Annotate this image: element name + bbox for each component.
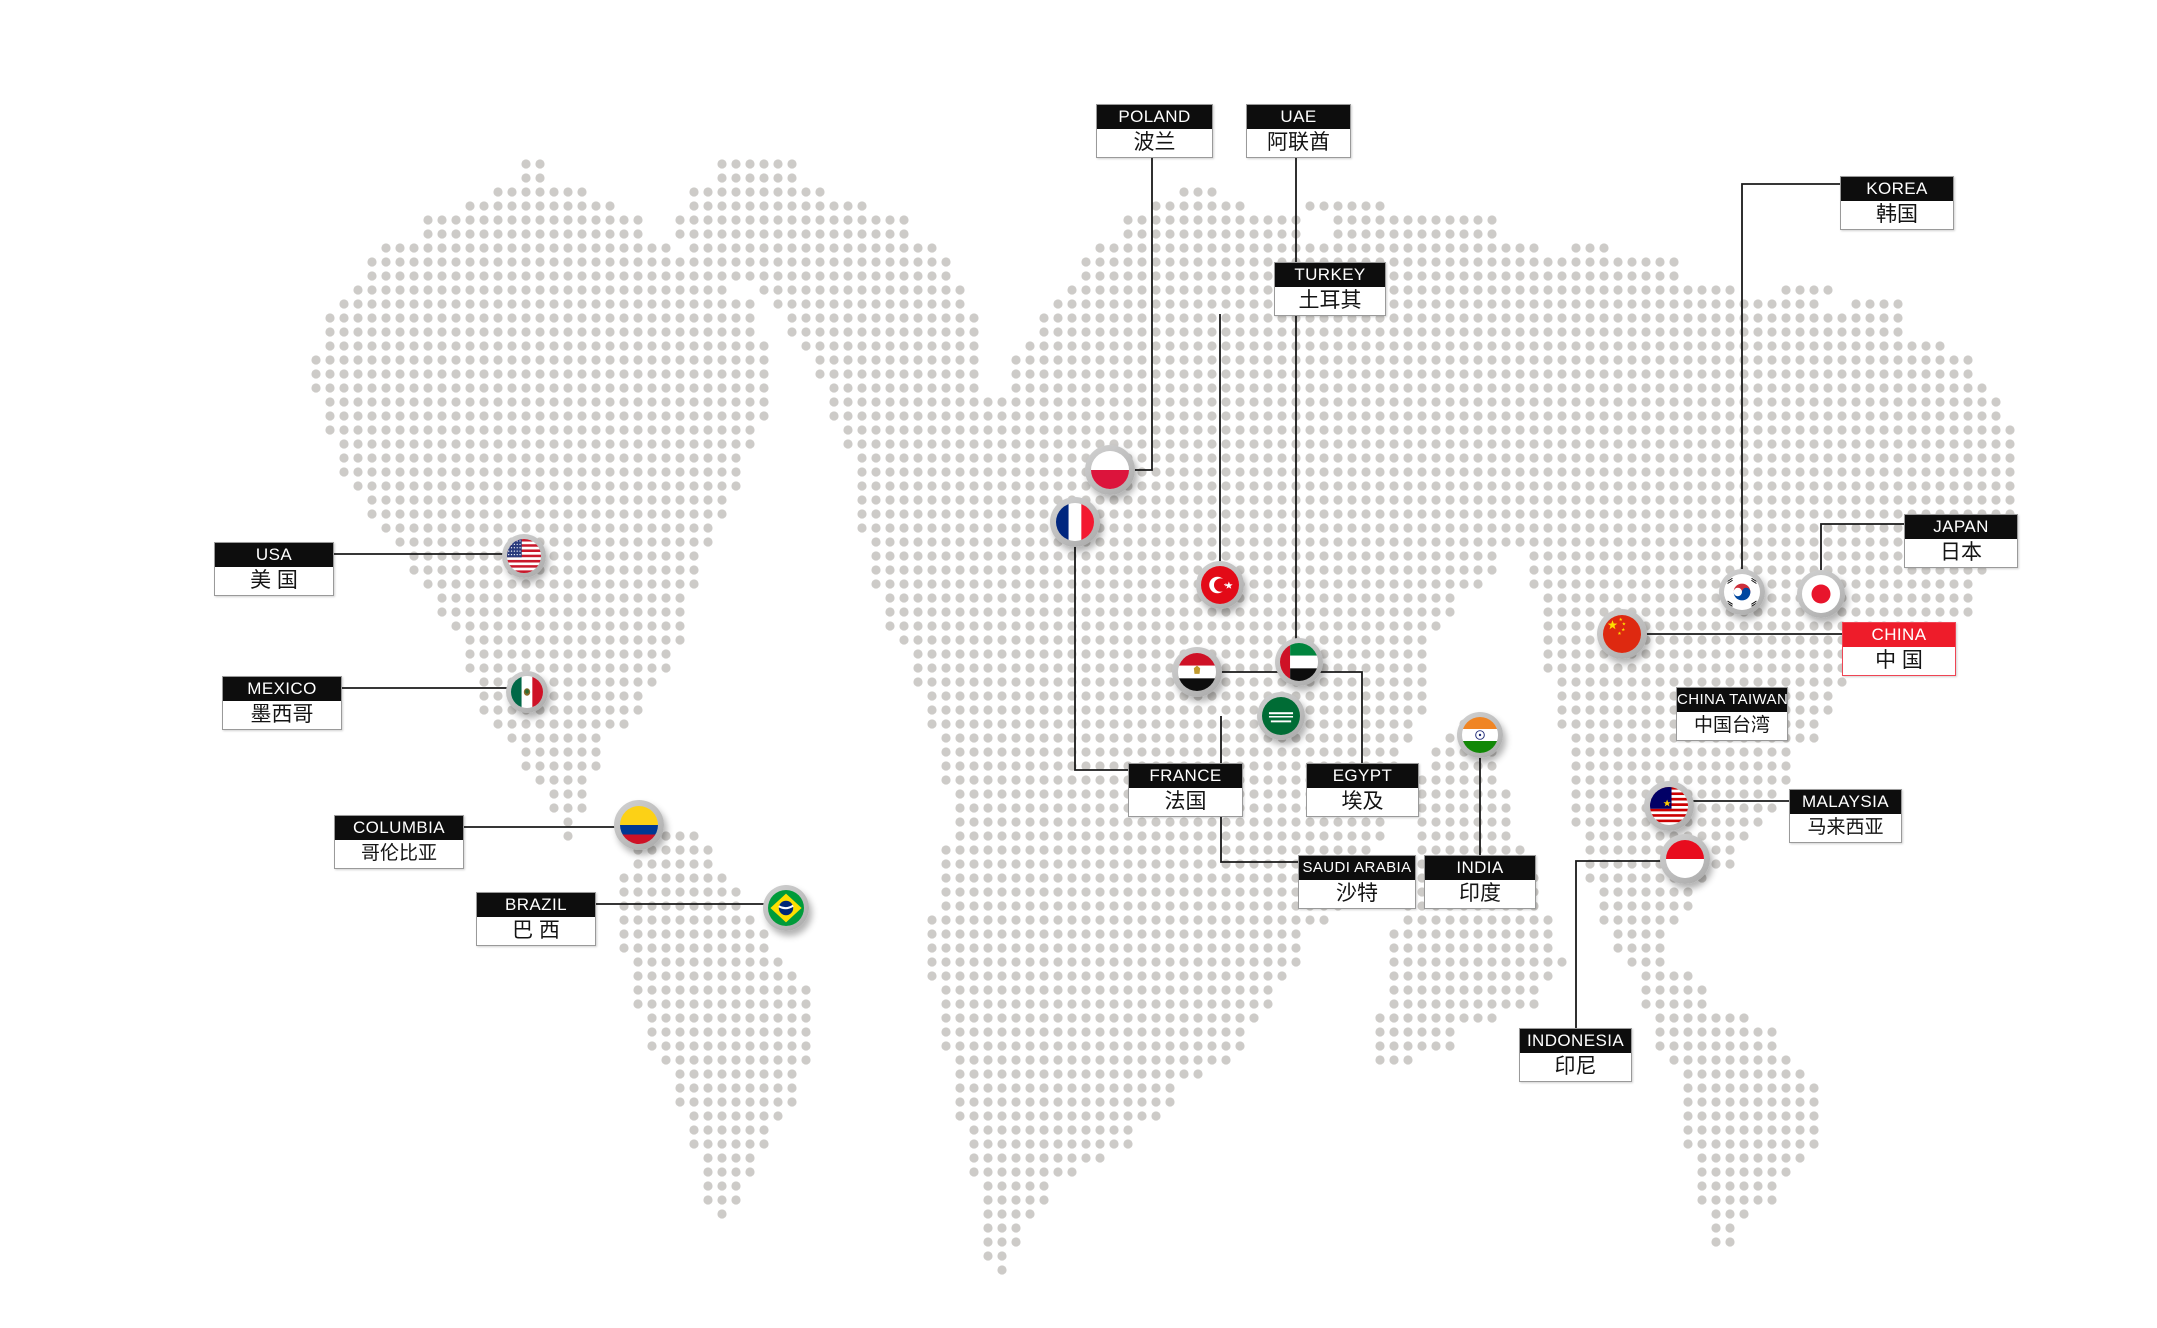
country-label-en-japan: JAPAN [1905,515,2017,539]
country-label-turkey[interactable]: TURKEY 土耳其 [1274,262,1386,316]
connector-indonesia [1575,860,1685,1028]
country-label-saudi-arabia[interactable]: SAUDI ARABIA 沙特 [1298,855,1416,909]
country-label-en-india: INDIA [1425,856,1535,880]
country-label-en-egypt: EGYPT [1307,764,1418,788]
map-pin-egypt[interactable] [1172,647,1222,697]
sa-flag-icon [1262,697,1300,735]
country-label-en-korea: KOREA [1841,177,1953,201]
country-label-indonesia[interactable]: INDONESIA 印尼 [1519,1028,1632,1082]
country-label-india[interactable]: INDIA 印度 [1424,855,1536,909]
my-flag-icon [1650,787,1688,825]
map-pin-france[interactable] [1050,497,1100,547]
country-label-en-mexico: MEXICO [223,677,341,701]
map-pin-uae[interactable] [1275,638,1323,686]
country-label-cn-china: 中 国 [1843,647,1955,675]
connector-france [1074,522,1243,771]
map-pin-saudi-arabia[interactable] [1257,692,1305,740]
country-label-cn-china-taiwan: 中国台湾 [1677,712,1787,740]
country-label-poland[interactable]: POLAND 波兰 [1096,104,1213,158]
country-label-cn-indonesia: 印尼 [1520,1053,1631,1081]
country-label-cn-india: 印度 [1425,880,1535,908]
co-flag-icon [620,806,658,844]
country-label-en-indonesia: INDONESIA [1520,1029,1631,1053]
kr-flag-icon [1724,574,1760,610]
map-pin-brazil[interactable] [763,885,809,931]
country-label-cn-poland: 波兰 [1097,129,1212,157]
country-label-cn-usa: 美 国 [215,567,333,595]
jp-flag-icon [1802,575,1840,613]
country-label-cn-turkey: 土耳其 [1275,287,1385,315]
in-flag-icon [1462,717,1498,753]
map-pin-malaysia[interactable] [1644,781,1694,831]
country-label-en-malaysia: MALAYSIA [1790,790,1901,814]
country-label-en-uae: UAE [1247,105,1350,129]
country-label-cn-mexico: 墨西哥 [223,701,341,729]
connector-egypt [1197,671,1363,763]
country-label-en-brazil: BRAZIL [477,893,595,917]
country-label-en-usa: USA [215,543,333,567]
country-label-japan[interactable]: JAPAN 日本 [1904,514,2018,568]
country-label-uae[interactable]: UAE 阿联酋 [1246,104,1351,158]
eg-flag-icon [1178,653,1216,691]
country-label-mexico[interactable]: MEXICO 墨西哥 [222,676,342,730]
map-pin-china[interactable] [1597,609,1647,659]
ae-flag-icon [1280,643,1318,681]
map-pin-usa[interactable] [502,534,546,578]
country-label-en-china: CHINA [1843,623,1955,647]
id-flag-icon [1666,840,1704,878]
us-flag-icon [507,539,541,573]
country-label-cn-japan: 日本 [1905,539,2017,567]
map-pin-poland[interactable] [1085,445,1135,495]
country-label-usa[interactable]: USA 美 国 [214,542,334,596]
tr-flag-icon [1201,566,1239,604]
br-flag-icon [768,890,804,926]
country-label-cn-brazil: 巴 西 [477,917,595,945]
country-label-en-turkey: TURKEY [1275,263,1385,287]
country-label-en-poland: POLAND [1097,105,1212,129]
country-label-korea[interactable]: KOREA 韩国 [1840,176,1954,230]
country-label-china[interactable]: CHINA 中 国 [1842,622,1956,676]
connector-uae [1295,156,1299,663]
country-label-en-china-taiwan: CHINA TAIWAN [1677,688,1787,712]
cn-flag-icon [1603,615,1641,653]
connector-poland [1110,156,1153,471]
country-label-columbia[interactable]: COLUMBIA 哥伦比亚 [334,815,464,869]
country-label-cn-malaysia: 马来西亚 [1790,814,1901,842]
mx-flag-icon [511,676,543,708]
country-label-cn-korea: 韩国 [1841,201,1953,229]
country-label-brazil[interactable]: BRAZIL 巴 西 [476,892,596,946]
connector-korea [1741,183,1840,592]
map-pin-mexico[interactable] [506,671,548,713]
country-label-cn-columbia: 哥伦比亚 [335,840,463,868]
map-pin-columbia[interactable] [614,800,664,850]
country-label-en-columbia: COLUMBIA [335,816,463,840]
country-label-cn-saudi-arabia: 沙特 [1299,880,1415,908]
map-pin-turkey[interactable] [1196,561,1244,609]
country-label-cn-france: 法国 [1129,788,1242,816]
country-label-cn-uae: 阿联酋 [1247,129,1350,157]
fr-flag-icon [1056,503,1094,541]
pl-flag-icon [1091,451,1129,489]
country-label-cn-egypt: 埃及 [1307,788,1418,816]
map-pin-indonesia[interactable] [1660,834,1710,884]
country-label-malaysia[interactable]: MALAYSIA 马来西亚 [1789,789,1902,843]
country-label-en-france: FRANCE [1129,764,1242,788]
country-label-en-saudi-arabia: SAUDI ARABIA [1299,856,1415,880]
country-label-china-taiwan[interactable]: CHINA TAIWAN 中国台湾 [1676,687,1788,741]
map-pin-japan[interactable] [1797,570,1845,618]
map-pin-india[interactable] [1457,712,1503,758]
country-label-egypt[interactable]: EGYPT 埃及 [1306,763,1419,817]
map-pin-korea[interactable] [1719,569,1765,615]
country-label-france[interactable]: FRANCE 法国 [1128,763,1243,817]
